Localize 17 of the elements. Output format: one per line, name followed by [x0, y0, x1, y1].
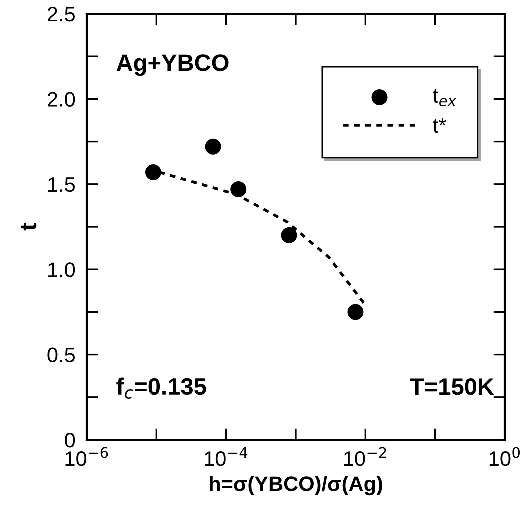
- legend-label: t$_{ex}$: [433, 89, 457, 106]
- y-axis-title: t: [21, 223, 37, 231]
- x-tick-label: 10$^{−4}$: [205, 447, 248, 466]
- x-tick-label: 10$^{−6}$: [66, 447, 108, 466]
- y-tick-label: 0: [65, 433, 76, 448]
- x-axis-title: h=σ(YBCO)/σ(Ag): [210, 476, 382, 496]
- y-tick-label: 1.5: [48, 178, 76, 192]
- y-tick-label: 2.5: [48, 7, 76, 22]
- annotation: Ag+YBCO: [116, 54, 229, 76]
- text: 2.0: [48, 92, 76, 107]
- annotation: T=150K: [410, 378, 494, 396]
- legend-label: t*: [433, 118, 446, 133]
- text: 1.0: [48, 262, 76, 278]
- annotation: f$_{c}$=0.135: [116, 378, 206, 399]
- y-tick-label: 0.5: [48, 348, 76, 363]
- x-tick-label: 10$^{0}$: [490, 447, 520, 466]
- x-tick-label: 10$^{−2}$: [344, 447, 386, 466]
